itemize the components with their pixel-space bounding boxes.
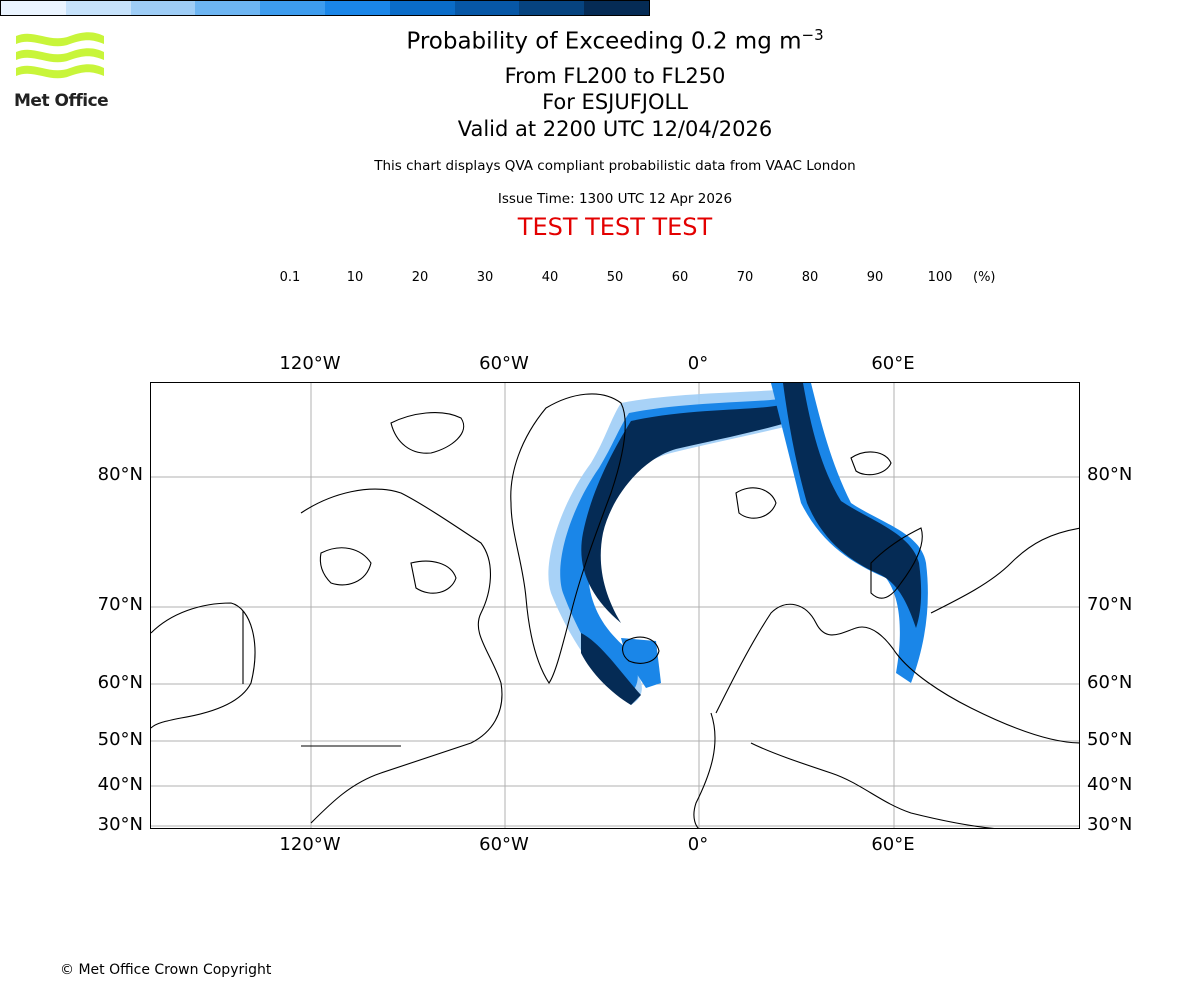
colorbar-tick-label: 70 [736, 270, 754, 285]
longitude-label: 60°W [479, 353, 529, 374]
colorbar-tick-label: 60 [671, 270, 689, 285]
map-canvas [151, 383, 1079, 828]
latitude-label: 70°N [97, 594, 143, 615]
colorbar-tick-label: 20 [411, 270, 429, 285]
latitude-label: 30°N [1087, 814, 1133, 835]
longitude-label: 120°W [279, 834, 341, 855]
chart-title-text: Probability of Exceeding 0.2 mg m [406, 28, 802, 55]
colorbar-tick-label: 100 [927, 270, 953, 285]
colorbar-segment [454, 1, 520, 15]
chart-subtitle: This chart displays QVA compliant probab… [374, 158, 856, 174]
latitude-label: 50°N [1087, 729, 1133, 750]
colorbar-segment [389, 1, 455, 15]
longitude-label: 60°E [871, 353, 915, 374]
colorbar-segment [65, 1, 131, 15]
ash-plume [548, 383, 928, 705]
colorbar-unit: (%) [973, 270, 996, 285]
valid-time: Valid at 2200 UTC 12/04/2026 [457, 117, 773, 141]
colorbar-tick-label: 50 [606, 270, 624, 285]
colorbar-segment [195, 1, 261, 15]
issue-time: Issue Time: 1300 UTC 12 Apr 2026 [497, 191, 733, 207]
copyright-notice: © Met Office Crown Copyright [60, 962, 272, 978]
map-frame [150, 382, 1080, 829]
longitude-label: 0° [687, 353, 709, 374]
colorbar-segment [324, 1, 390, 15]
latitude-label: 60°N [1087, 672, 1133, 693]
coastlines [151, 393, 1079, 828]
colorbar-tick-label: 90 [866, 270, 884, 285]
latitude-label: 40°N [97, 774, 143, 795]
colorbar-tick-label: 30 [476, 270, 494, 285]
latitude-label: 50°N [97, 729, 143, 750]
chart-title-exponent: −3 [801, 26, 824, 44]
colorbar-segment [130, 1, 196, 15]
probability-colorbar [0, 0, 650, 16]
longitude-label: 60°W [479, 834, 529, 855]
latitude-label: 30°N [97, 814, 143, 835]
colorbar-segment [584, 1, 649, 15]
colorbar-segment [260, 1, 325, 15]
colorbar-tick-label: 10 [346, 270, 364, 285]
longitude-label: 120°W [279, 353, 341, 374]
longitude-label: 60°E [871, 834, 915, 855]
colorbar-segment [1, 1, 66, 15]
latitude-label: 80°N [97, 464, 143, 485]
met-office-logo-icon [16, 32, 104, 79]
colorbar-tick-label: 80 [801, 270, 819, 285]
colorbar-tick-label: 0.1 [279, 270, 301, 285]
longitude-label: 0° [687, 834, 709, 855]
colorbar-segment [519, 1, 585, 15]
flight-level-range: From FL200 to FL250 [504, 64, 726, 88]
latitude-label: 40°N [1087, 774, 1133, 795]
latitude-label: 70°N [1087, 594, 1133, 615]
test-banner: TEST TEST TEST [517, 213, 713, 241]
latitude-label: 80°N [1087, 464, 1133, 485]
logo-wordmark: Met Office [14, 91, 109, 111]
colorbar-tick-label: 40 [541, 270, 559, 285]
latitude-label: 60°N [97, 672, 143, 693]
volcano-name: For ESJUFJOLL [542, 90, 688, 114]
chart-title: Probability of Exceeding 0.2 mg m−3 [0, 26, 1200, 55]
